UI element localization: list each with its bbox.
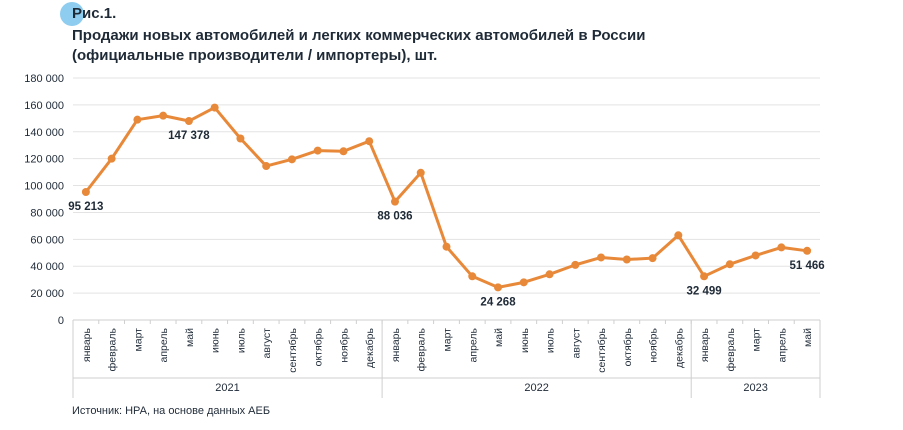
data-label: 32 499 bbox=[686, 285, 721, 297]
x-tick-label: январь bbox=[699, 327, 711, 362]
data-point bbox=[622, 255, 631, 264]
y-tick-label: 60 000 bbox=[30, 234, 64, 246]
y-tick-label: 40 000 bbox=[30, 261, 64, 273]
data-point bbox=[648, 254, 657, 263]
data-point bbox=[674, 231, 683, 240]
x-tick-label: март bbox=[442, 328, 454, 352]
year-label: 2021 bbox=[215, 382, 239, 394]
y-tick-label: 20 000 bbox=[30, 288, 64, 300]
x-tick-label: апрель bbox=[467, 327, 479, 362]
data-point bbox=[81, 187, 90, 196]
x-tick-label: март bbox=[751, 328, 763, 352]
data-point bbox=[262, 162, 271, 171]
x-tick-label: ноябрь bbox=[648, 327, 660, 362]
year-label: 2023 bbox=[743, 382, 767, 394]
chart-title-line-2: (официальные производители / импортеры),… bbox=[72, 47, 438, 64]
y-tick-label: 120 000 bbox=[24, 154, 64, 166]
data-label: 24 268 bbox=[480, 296, 516, 308]
data-point bbox=[803, 246, 812, 255]
x-tick-label: ноябрь bbox=[338, 327, 350, 362]
y-tick-label: 180 000 bbox=[24, 73, 64, 85]
x-tick-label: февраль bbox=[416, 327, 428, 371]
data-point bbox=[107, 154, 116, 163]
y-tick-label: 0 bbox=[58, 315, 64, 327]
data-point bbox=[287, 155, 296, 164]
x-tick-label: январь bbox=[390, 327, 402, 362]
data-point bbox=[313, 146, 322, 155]
data-label: 51 466 bbox=[790, 260, 825, 272]
data-point bbox=[777, 243, 786, 252]
x-tick-label: июль bbox=[545, 327, 557, 353]
data-point bbox=[597, 253, 606, 262]
data-point bbox=[700, 272, 709, 281]
data-point bbox=[416, 168, 425, 177]
data-point bbox=[519, 278, 528, 287]
x-tick-label: май bbox=[493, 328, 505, 347]
figure-label: Рис.1. bbox=[72, 5, 117, 22]
data-point bbox=[236, 134, 245, 143]
data-point bbox=[442, 242, 451, 251]
data-label: 95 213 bbox=[68, 201, 103, 213]
x-tick-label: февраль bbox=[107, 327, 119, 371]
x-tick-label: декабрь bbox=[673, 327, 685, 367]
data-point bbox=[210, 103, 219, 112]
year-label: 2022 bbox=[524, 382, 548, 394]
data-label: 88 036 bbox=[377, 211, 412, 223]
x-tick-label: март bbox=[132, 328, 144, 352]
x-tick-label: август bbox=[570, 328, 582, 359]
x-tick-label: июнь bbox=[519, 327, 531, 353]
x-tick-label: сентябрь bbox=[596, 327, 608, 372]
x-tick-label: апрель bbox=[158, 327, 170, 362]
data-point bbox=[571, 260, 580, 269]
data-point bbox=[468, 272, 477, 281]
x-tick-label: декабрь bbox=[364, 327, 376, 367]
x-tick-label: сентябрь bbox=[287, 327, 299, 372]
data-label: 147 378 bbox=[168, 130, 210, 142]
data-point bbox=[390, 197, 399, 206]
y-tick-label: 160 000 bbox=[24, 100, 64, 112]
figure-marker-dot bbox=[60, 2, 84, 26]
data-point bbox=[365, 137, 374, 146]
data-point bbox=[133, 115, 142, 124]
x-tick-label: август bbox=[261, 328, 273, 359]
source-note: Источник: НРА, на основе данных АЕБ bbox=[72, 405, 271, 417]
x-tick-label: июнь bbox=[210, 327, 222, 353]
x-tick-label: май bbox=[184, 328, 196, 347]
x-tick-label: октябрь bbox=[622, 327, 634, 366]
x-tick-label: январь bbox=[81, 327, 93, 362]
data-point bbox=[159, 111, 168, 120]
data-point bbox=[184, 117, 193, 126]
data-point bbox=[339, 147, 348, 156]
x-tick-label: февраль bbox=[725, 327, 737, 371]
y-tick-label: 100 000 bbox=[24, 181, 64, 193]
chart-title-line-1: Продажи новых автомобилей и легких комме… bbox=[72, 27, 646, 44]
data-point bbox=[725, 260, 734, 269]
y-tick-label: 80 000 bbox=[30, 207, 64, 219]
data-point bbox=[494, 283, 503, 292]
data-point bbox=[751, 251, 760, 260]
y-tick-label: 140 000 bbox=[24, 127, 64, 139]
x-tick-label: июль bbox=[235, 327, 247, 353]
data-point bbox=[545, 270, 554, 279]
x-tick-label: апрель bbox=[776, 327, 788, 362]
x-tick-label: октябрь bbox=[313, 327, 325, 366]
chart-title: Продажи новых автомобилей и легких комме… bbox=[72, 26, 792, 66]
x-tick-label: май bbox=[802, 328, 814, 347]
line-chart: 0 20 000 40 000 60 000 80 000 100 000 120 000 1… bbox=[24, 73, 825, 398]
